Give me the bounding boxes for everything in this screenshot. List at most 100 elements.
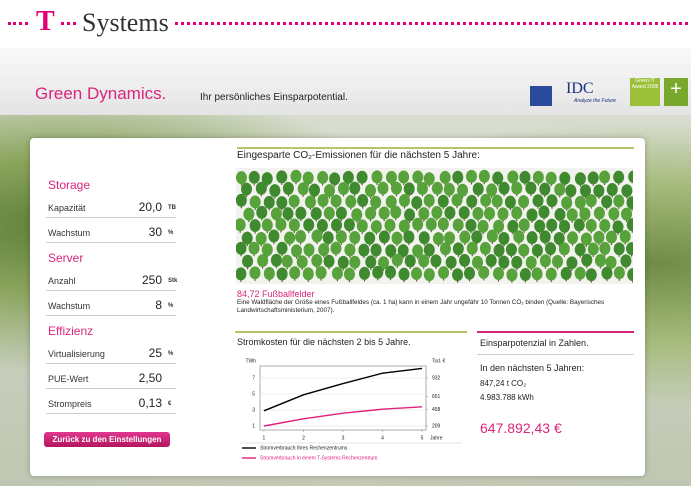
- tree: [331, 266, 343, 280]
- tree: [605, 230, 617, 244]
- tree: [370, 243, 382, 257]
- row-unit: %: [168, 303, 174, 309]
- tree: [546, 194, 558, 208]
- row-unit: €: [168, 401, 172, 407]
- tree: [263, 195, 275, 209]
- tree: [317, 170, 329, 184]
- y2-tick-label: 209: [432, 423, 441, 429]
- row-unit: %: [168, 230, 174, 236]
- tree: [302, 267, 314, 281]
- tree: [430, 254, 442, 268]
- row-value: 30: [148, 225, 162, 239]
- tree: [472, 182, 484, 196]
- tree: [545, 171, 557, 185]
- tree: [519, 267, 531, 281]
- tree: [236, 241, 247, 255]
- section-title: Storage: [48, 178, 91, 192]
- row-rule: [46, 363, 176, 364]
- tree: [553, 232, 565, 246]
- row-value: 25: [148, 346, 162, 360]
- tree: [466, 194, 478, 208]
- tree: [585, 218, 597, 232]
- tree: [308, 183, 320, 197]
- tree: [315, 266, 327, 280]
- tree: [558, 242, 570, 256]
- tree: [518, 218, 530, 232]
- tree: [444, 231, 456, 245]
- app-title: Green Dynamics.: [35, 84, 167, 103]
- chart-title: Stromkosten für die nächsten 2 bis 5 Jah…: [237, 337, 411, 347]
- tree: [594, 254, 606, 268]
- row-unit: TB: [168, 205, 176, 211]
- tree: [270, 207, 282, 221]
- tree: [270, 253, 282, 267]
- section-title: Effizienz: [48, 324, 94, 338]
- savings-co2: 847,24 t CO₂: [480, 379, 527, 388]
- tree: [290, 169, 302, 183]
- tree: [412, 217, 424, 231]
- x-tick-label: 2: [302, 435, 305, 441]
- tree: [621, 207, 633, 221]
- rule: [477, 354, 634, 355]
- tree: [574, 195, 586, 209]
- x-tick-label: 3: [342, 435, 345, 441]
- tree: [472, 206, 484, 220]
- tree: [560, 266, 572, 280]
- x-axis-label: Jahre: [430, 435, 443, 441]
- tree: [534, 219, 546, 233]
- tree: [506, 268, 518, 282]
- tree: [466, 241, 478, 255]
- tree: [626, 242, 633, 256]
- savings-kwh: 4.983.788 kWh: [480, 393, 534, 402]
- tree: [612, 220, 624, 234]
- tree: [344, 243, 356, 257]
- tree: [613, 242, 625, 256]
- tree: [505, 243, 517, 257]
- row-value: 8: [155, 298, 162, 312]
- tree: [525, 255, 537, 269]
- tree: [504, 195, 516, 209]
- tree: [498, 181, 510, 195]
- tree: [371, 170, 383, 184]
- rule: [237, 147, 634, 149]
- tree: [620, 254, 632, 268]
- subtitle: Ihr persönliches Einsparpotential.: [200, 92, 348, 103]
- tree: [377, 181, 389, 195]
- tree: [398, 219, 410, 233]
- tree: [261, 218, 273, 232]
- tree: [444, 206, 456, 220]
- row-label: Wachstum: [48, 301, 91, 311]
- tree: [518, 195, 530, 209]
- forest: [236, 168, 633, 284]
- back-button[interactable]: Zurück zu den Einstellungen: [44, 432, 170, 447]
- tree: [545, 242, 557, 256]
- tree: [261, 243, 273, 257]
- tree: [343, 218, 355, 232]
- tree: [539, 230, 551, 244]
- title-band: [0, 48, 691, 115]
- tree: [511, 206, 523, 220]
- tree: [282, 181, 294, 195]
- tree: [276, 170, 288, 184]
- tree: [587, 171, 599, 185]
- tree: [507, 219, 519, 233]
- tree: [627, 268, 633, 282]
- tree: [372, 265, 384, 279]
- tree: [479, 241, 491, 255]
- tree: [295, 230, 307, 244]
- tree: [268, 229, 280, 243]
- tree: [310, 207, 322, 221]
- tree: [471, 230, 483, 244]
- tree: [323, 206, 335, 220]
- tree: [351, 208, 363, 222]
- tree: [241, 182, 253, 196]
- tree: [343, 267, 355, 281]
- tree: [255, 181, 267, 195]
- tree: [445, 255, 457, 269]
- tree: [255, 232, 267, 246]
- y-tick-label: 7: [252, 375, 255, 381]
- tree: [601, 266, 613, 280]
- tree: [378, 256, 390, 270]
- tree: [452, 242, 464, 256]
- tree: [532, 170, 544, 184]
